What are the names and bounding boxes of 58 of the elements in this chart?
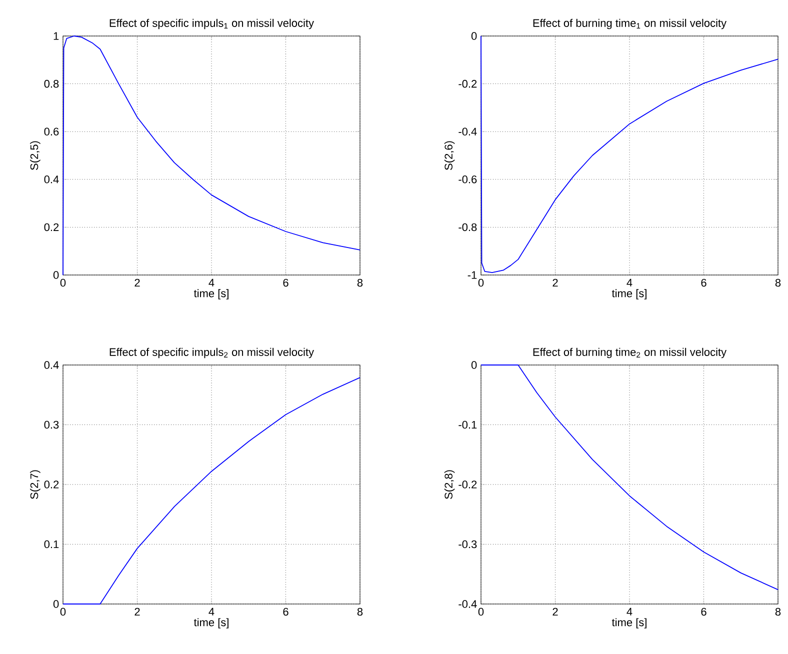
x-tick-label: 8: [775, 608, 781, 616]
y-axis-title: S(2,8): [444, 470, 455, 499]
x-tick-label: 2: [134, 608, 140, 616]
x-tick-label: 0: [478, 278, 484, 287]
x-tick-label: 6: [701, 608, 706, 616]
x-tick-label: 4: [208, 278, 214, 286]
y-tick-label: 0.3: [44, 420, 59, 429]
y-tick-label: 0.6: [44, 128, 59, 136]
y-axis-title: S(2,6): [444, 141, 455, 170]
y-tick-label: -0.6: [458, 176, 477, 184]
chart-title: Effect of burning time$_{2}$ on missil velocity: [533, 348, 727, 358]
y-tick-label: -0.8: [458, 223, 477, 232]
y-tick-label: -0.1: [458, 420, 477, 429]
x-tick-label: 0: [60, 608, 66, 616]
x-tick-label: 6: [701, 278, 706, 287]
x-tick-label: 0: [60, 278, 66, 287]
x-axis-title: time [s]: [612, 618, 646, 628]
x-tick-label: 8: [357, 608, 363, 616]
y-tick-label: 0: [471, 32, 477, 40]
x-tick-label: 8: [775, 278, 781, 287]
x-tick-label: 4: [626, 608, 632, 616]
x-tick-label: 2: [552, 278, 558, 287]
line-series: [480, 36, 778, 274]
y-tick-label: 0: [53, 600, 59, 608]
x-tick-label: 2: [552, 608, 558, 616]
y-axis-title: S(2,7): [30, 470, 40, 499]
y-tick-label: -0.4: [458, 128, 477, 136]
y-tick-label: -0.2: [458, 80, 477, 88]
chart-title: Effect of burning time$_{1}$ on missil velocity: [533, 18, 727, 30]
chart-title: Effect of specific impuls$_{1}$ on missil velocity: [110, 18, 314, 30]
line-series: [62, 36, 360, 276]
y-tick-label: 1: [54, 32, 59, 40]
x-tick-label: 4: [626, 278, 632, 286]
x-axis-title: time [s]: [612, 289, 646, 300]
chart-title: Effect of specific impuls$_{2}$ on missil velocity: [110, 348, 314, 358]
x-tick-label: 4: [208, 608, 214, 616]
y-tick-label: 0.8: [44, 80, 59, 88]
y-tick-label: 0: [53, 271, 59, 279]
y-tick-label: 0.4: [44, 361, 59, 369]
x-axis-title: time [s]: [194, 618, 228, 628]
y-tick-label: -0.3: [458, 540, 477, 548]
y-tick-label: 0.1: [44, 540, 59, 548]
x-axis-title: time [s]: [194, 289, 228, 300]
y-axis-title: S(2,5): [30, 141, 40, 170]
x-tick-label: 8: [357, 278, 363, 287]
y-tick-label: -1: [468, 271, 477, 279]
x-tick-label: 6: [283, 278, 288, 287]
x-tick-label: 0: [478, 608, 484, 616]
y-tick-label: 0: [471, 361, 477, 369]
y-tick-label: 0.2: [44, 480, 59, 488]
y-tick-label: 0.2: [44, 223, 59, 232]
y-tick-label: -0.2: [458, 480, 477, 488]
y-tick-label: -0.4: [458, 600, 477, 608]
y-tick-label: 0.4: [44, 176, 59, 184]
line-series: [62, 377, 360, 604]
x-tick-label: 2: [134, 278, 140, 287]
x-tick-label: 6: [283, 608, 288, 616]
line-series: [480, 364, 778, 590]
